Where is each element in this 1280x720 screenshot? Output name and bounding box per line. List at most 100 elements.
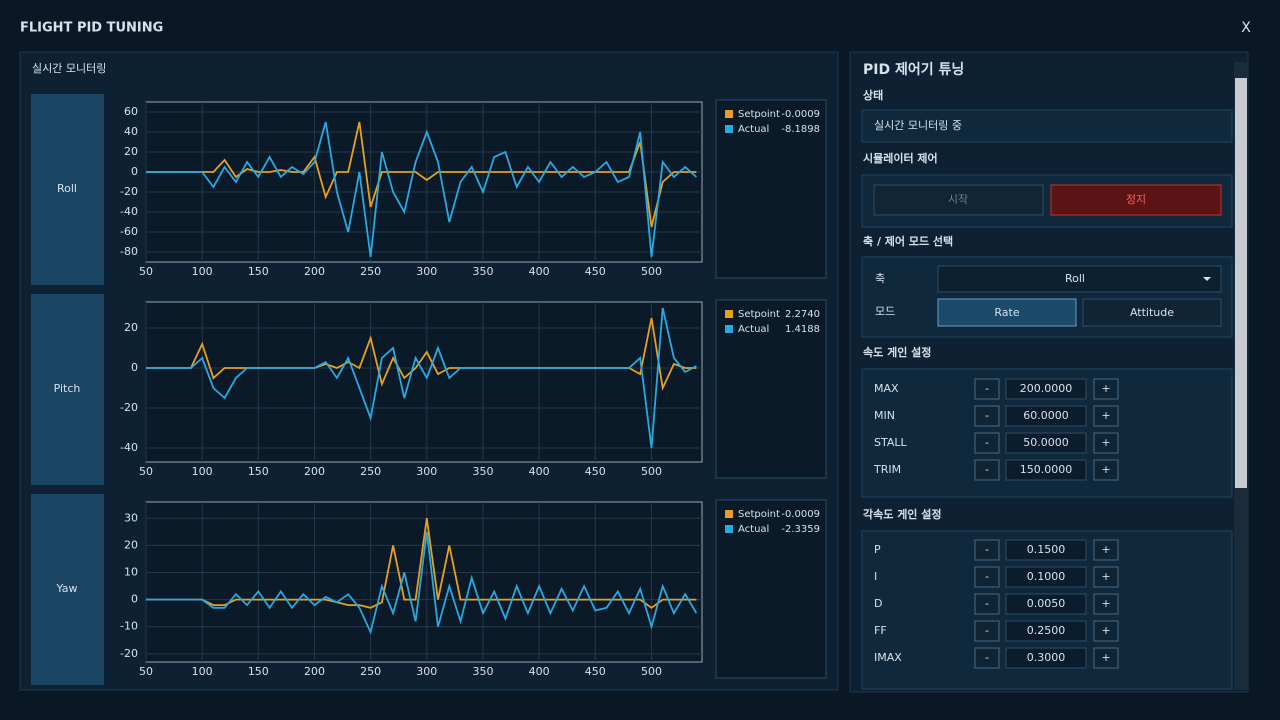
legend-swatch [725, 125, 733, 133]
x-tick-label: 350 [472, 665, 493, 678]
minus-button[interactable] [974, 378, 1000, 400]
gain-name: MIN [874, 409, 895, 422]
gain-input[interactable] [1005, 566, 1087, 588]
x-tick-label: 100 [192, 465, 213, 478]
legend-value: -8.1898 [781, 124, 820, 135]
gain-input[interactable] [1005, 539, 1087, 561]
status-box [861, 109, 1233, 143]
y-tick-label: -80 [120, 245, 138, 258]
minus-label: - [985, 597, 989, 610]
plot-area [145, 501, 703, 663]
minus-button[interactable] [974, 620, 1000, 642]
gain-value: 60.0000 [1023, 409, 1069, 422]
plus-label: + [1101, 382, 1110, 395]
plus-button[interactable] [1093, 539, 1119, 561]
x-tick-label: 500 [641, 665, 662, 678]
x-tick-label: 150 [248, 465, 269, 478]
gain-value: 0.3000 [1027, 651, 1066, 664]
gain-input[interactable] [1005, 405, 1087, 427]
x-tick-label: 250 [360, 265, 381, 278]
x-tick-label: 250 [360, 665, 381, 678]
section-heading: 상태 [863, 88, 883, 102]
plus-label: + [1101, 570, 1110, 583]
x-tick-label: 350 [472, 465, 493, 478]
axis-label: Pitch [54, 382, 81, 395]
x-tick-label: 250 [360, 465, 381, 478]
axis-label: Roll [57, 182, 77, 195]
axis-dropdown-value: Roll [1065, 272, 1085, 285]
gain-input[interactable] [1005, 620, 1087, 642]
start-button[interactable] [873, 184, 1044, 216]
gain-input[interactable] [1005, 647, 1087, 669]
x-tick-label: 300 [416, 265, 437, 278]
gain-name: D [874, 597, 882, 610]
legend-swatch [725, 310, 733, 318]
axis-label-box [31, 294, 104, 485]
monitor-title: 실시간 모니터링 [32, 62, 106, 75]
minus-label: - [985, 624, 989, 637]
gain-input[interactable] [1005, 378, 1087, 400]
plus-button[interactable] [1093, 432, 1119, 454]
legend-value: -0.0009 [781, 509, 820, 520]
plus-button[interactable] [1093, 620, 1119, 642]
legend-box [715, 499, 827, 679]
plus-button[interactable] [1093, 378, 1119, 400]
legend-label: Setpoint [738, 309, 780, 320]
gain-name: IMAX [874, 651, 902, 664]
mode-label: Rate [994, 306, 1019, 319]
minus-button[interactable] [974, 459, 1000, 481]
gain-name: FF [874, 624, 887, 637]
series-line [146, 121, 697, 258]
x-tick-label: 450 [585, 465, 606, 478]
scrollbar-thumb[interactable] [1235, 78, 1247, 488]
mode-button[interactable] [1082, 298, 1222, 327]
minus-label: - [985, 651, 989, 664]
gain-input[interactable] [1005, 459, 1087, 481]
gain-value: 0.2500 [1027, 624, 1066, 637]
plus-button[interactable] [1093, 566, 1119, 588]
gain-input[interactable] [1005, 593, 1087, 615]
legend-value: 1.4188 [785, 324, 820, 335]
stop-button[interactable] [1050, 184, 1222, 216]
y-tick-label: 0 [131, 593, 138, 606]
minus-label: - [985, 543, 989, 556]
axis-label-box [31, 494, 104, 685]
window-title: FLIGHT PID TUNING [20, 21, 163, 36]
y-tick-label: -20 [120, 185, 138, 198]
plus-label: + [1101, 543, 1110, 556]
x-tick-label: 200 [304, 265, 325, 278]
series-line [146, 518, 697, 609]
plus-label: + [1101, 651, 1110, 664]
minus-button[interactable] [974, 647, 1000, 669]
plus-button[interactable] [1093, 593, 1119, 615]
legend-label: Setpoint [738, 509, 780, 520]
minus-button[interactable] [974, 539, 1000, 561]
plus-button[interactable] [1093, 647, 1119, 669]
minus-label: - [985, 436, 989, 449]
minus-button[interactable] [974, 593, 1000, 615]
status-text: 실시간 모니터링 중 [874, 119, 962, 132]
plus-button[interactable] [1093, 459, 1119, 481]
axis-label-box [31, 94, 104, 285]
legend-label: Actual [738, 324, 769, 335]
x-tick-label: 50 [139, 465, 153, 478]
gain-input[interactable] [1005, 432, 1087, 454]
minus-button[interactable] [974, 405, 1000, 427]
close-button[interactable]: X [1241, 20, 1251, 36]
minus-button[interactable] [974, 566, 1000, 588]
section-heading: 각속도 게인 설정 [863, 507, 942, 521]
plus-button[interactable] [1093, 405, 1119, 427]
mode-button[interactable] [937, 298, 1077, 327]
x-tick-label: 500 [641, 265, 662, 278]
minus-label: - [985, 570, 989, 583]
legend-box [715, 299, 827, 479]
minus-button[interactable] [974, 432, 1000, 454]
y-tick-label: -60 [120, 225, 138, 238]
gain-value: 50.0000 [1023, 436, 1069, 449]
y-tick-label: -40 [120, 205, 138, 218]
axis-field-label: 축 [875, 272, 885, 285]
axis-dropdown[interactable] [937, 265, 1222, 293]
legend-swatch [725, 325, 733, 333]
y-tick-label: 20 [124, 145, 138, 158]
